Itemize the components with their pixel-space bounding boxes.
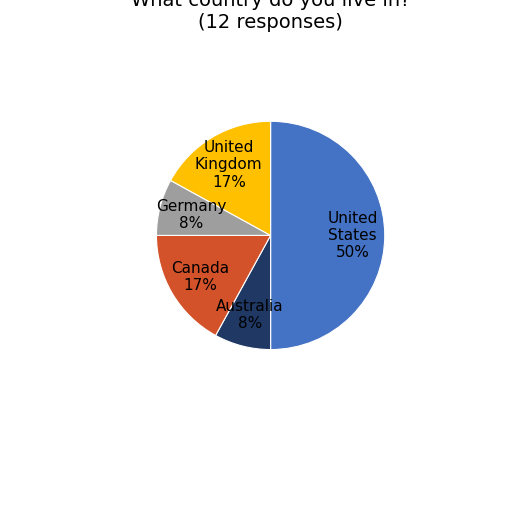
Text: Germany
8%: Germany 8% — [156, 199, 226, 231]
Wedge shape — [171, 121, 271, 235]
Text: Australia
8%: Australia 8% — [216, 299, 284, 331]
Title: What country do you live in?
(12 responses): What country do you live in? (12 respons… — [131, 0, 410, 32]
Text: Canada
17%: Canada 17% — [171, 261, 229, 294]
Wedge shape — [156, 235, 270, 335]
Wedge shape — [156, 180, 270, 235]
Text: United
Kingdom
17%: United Kingdom 17% — [195, 140, 262, 190]
Wedge shape — [270, 121, 385, 350]
Wedge shape — [215, 235, 270, 350]
Text: United
States
50%: United States 50% — [327, 211, 378, 260]
